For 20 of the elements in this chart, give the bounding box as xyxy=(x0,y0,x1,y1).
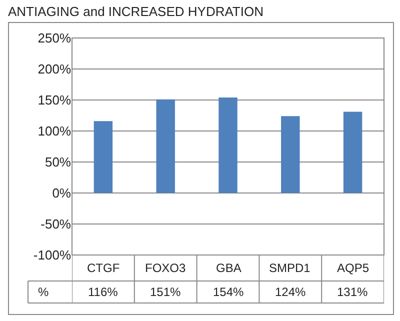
x-tick-label: FOXO3 xyxy=(145,261,186,275)
x-tick-label: SMPD1 xyxy=(269,261,311,275)
data-label: 151% xyxy=(150,285,182,299)
data-label: 124% xyxy=(275,285,306,299)
x-tick-label: AQP5 xyxy=(337,261,370,275)
data-label: 154% xyxy=(213,285,244,299)
text: % xyxy=(38,285,49,299)
y-tick-label: -100% xyxy=(33,248,72,263)
y-tick-label: 150% xyxy=(38,92,72,108)
data-label: 116% xyxy=(88,285,118,299)
y-tick-label: -50% xyxy=(40,216,72,232)
y-tick-label: 100% xyxy=(38,124,72,139)
y-tick-label: 0% xyxy=(52,186,72,201)
y-tick-label: 200% xyxy=(38,62,72,77)
chart-title: ANTIAGING and INCREASED HYDRATION xyxy=(8,4,264,19)
y-tick-label: 50% xyxy=(44,154,72,170)
x-tick-label: GBA xyxy=(216,261,242,275)
y-tick-label: 250% xyxy=(38,30,72,46)
data-label: 131% xyxy=(337,285,368,299)
x-tick-label: CTGF xyxy=(87,261,120,275)
